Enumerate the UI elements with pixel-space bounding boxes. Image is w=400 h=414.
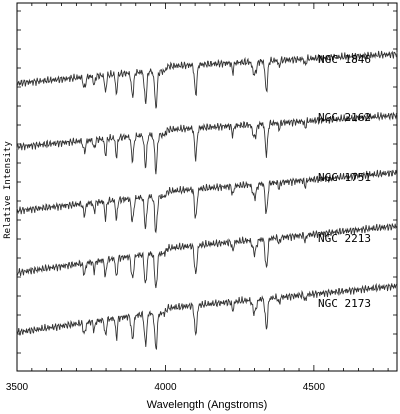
series-layer: NGC 1846 NGC 2162 NGC 1751 NGC 2213 NGC 2173 [16,50,398,350]
series-label: NGC 1846 [318,53,371,66]
x-tick-label: 4500 [303,382,326,393]
x-tick-label: 4000 [154,382,177,393]
series-label: NGC 2213 [318,232,371,245]
x-tick-labels: 3500 4000 4500 [6,382,326,393]
plot-frame [16,2,398,372]
series-label: NGC 2162 [318,111,371,124]
series-line-ngc-2173 [16,282,398,350]
x-tick-label: 3500 [6,382,29,393]
series-label: NGC 1751 [318,171,371,184]
series-label: NGC 2173 [318,297,371,310]
series-line-ngc-1751 [16,169,398,234]
series-line-ngc-2213 [16,223,398,289]
axis-ticks [16,3,397,371]
x-axis-label: Wavelength (Angstroms) [147,399,268,411]
series-line-ngc-1846 [16,50,398,109]
y-axis-label: Relative Intensity [3,141,13,239]
series-line-ngc-2162 [16,111,398,175]
